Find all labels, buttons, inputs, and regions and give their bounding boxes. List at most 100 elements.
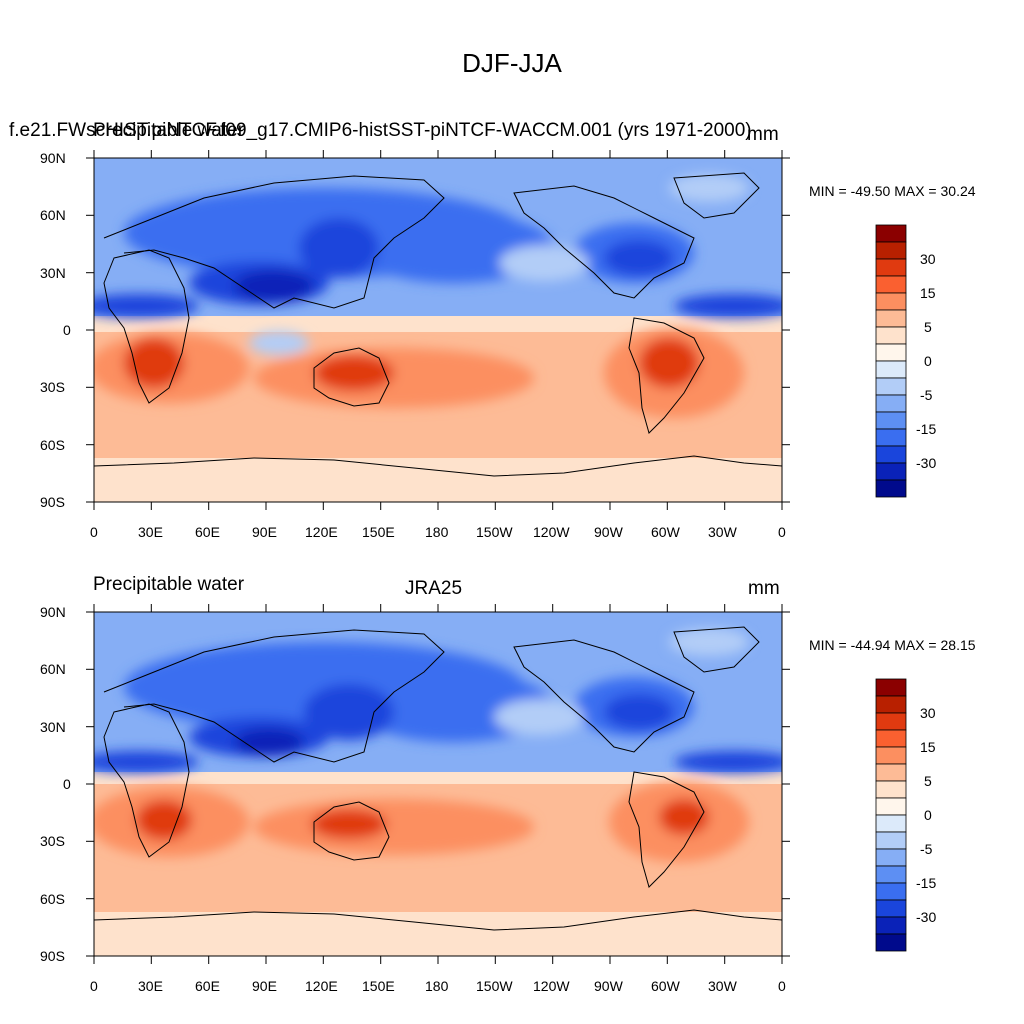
indonesia-neg-light: [249, 331, 309, 355]
colorbar-swatch: [875, 258, 907, 277]
p2-lon-label: 60E: [195, 978, 220, 994]
p2-lon-label: 0: [90, 978, 98, 994]
colorbar-swatch: [875, 309, 907, 328]
p1-cbar-label: -15: [916, 421, 937, 437]
p1-lat-label: 60S: [40, 437, 65, 453]
p1-lon-label: 120E: [305, 524, 338, 540]
p1-lon-label: 30E: [138, 524, 163, 540]
p1-lon-label: 0: [778, 524, 786, 540]
polar-south-field: [94, 912, 782, 956]
p1-lat-label: 90S: [40, 494, 65, 510]
colorbar-swatch: [875, 695, 907, 714]
panel1-units: mm: [747, 124, 779, 145]
coast-antarctica: [94, 909, 782, 931]
p2-lat-label: 90S: [40, 948, 65, 964]
p1-lon-label: 0: [90, 524, 98, 540]
colorbar-swatch: [875, 394, 907, 413]
pacific-neg-light: [494, 699, 584, 735]
polar-south-field: [94, 458, 782, 502]
greenland-neg-light: [669, 174, 749, 202]
coast-australia: [313, 801, 390, 861]
colorbar-swatch: [875, 712, 907, 731]
colorbar-swatch: [875, 848, 907, 867]
p1-lon-label: 90E: [252, 524, 277, 540]
p2-lon-label: 150E: [362, 978, 395, 994]
p2-cbar-label: -5: [920, 841, 933, 857]
p2-lat-label: 60S: [40, 891, 65, 907]
p2-lon-label: 30W: [708, 978, 737, 994]
tibet-neg-strong: [234, 728, 304, 756]
p2-lon-label: 60W: [651, 978, 680, 994]
greenland-neg-light: [669, 628, 749, 656]
p1-cbar-label: 30: [920, 251, 936, 267]
colorbar-swatch: [875, 411, 907, 430]
africa-pos-strong: [136, 800, 192, 840]
colorbar-swatch: [875, 882, 907, 901]
coast-africa: [103, 703, 190, 858]
colorbar-swatch: [875, 797, 907, 816]
colorbar-swatch: [875, 814, 907, 833]
australia-pos-mid: [254, 799, 534, 855]
p2-lat-label: 60N: [40, 661, 66, 677]
p2-lat-label: 90N: [40, 604, 66, 620]
coast-australia: [313, 347, 390, 407]
coast-eurasia: [103, 175, 445, 309]
panel1-overlap-title: Precipitable water: [93, 120, 245, 141]
colorbar-swatch: [875, 865, 907, 884]
coast-greenland: [673, 172, 760, 219]
p2-lon-label: 0: [778, 978, 786, 994]
eastasia-neg-strong: [299, 218, 379, 278]
colorbar-swatch: [875, 462, 907, 481]
p2-cbar-label: -15: [916, 875, 937, 891]
p2-lon-label: 30E: [138, 978, 163, 994]
p2-lat-label: 0: [63, 776, 71, 792]
colorbar-swatch: [875, 292, 907, 311]
america-neg-strong: [604, 240, 674, 276]
p1-lat-label: 30S: [40, 379, 65, 395]
p1-cbar-label: 0: [924, 353, 932, 369]
africa-pos-strong: [124, 338, 184, 388]
figure-title: DJF-JJA: [462, 48, 562, 78]
p1-lat-label: 0: [63, 322, 71, 338]
p2-lon-label: 120W: [533, 978, 570, 994]
p1-lon-label: 150E: [362, 524, 395, 540]
p1-cbar-label: 15: [920, 285, 936, 301]
panel1-colorbar: [875, 224, 907, 498]
p2-cbar-label: 5: [924, 773, 932, 789]
colorbar-swatch: [875, 899, 907, 918]
coast-n-america: [513, 185, 695, 299]
panel1-map: [86, 150, 790, 510]
atlantic-neg-strong: [674, 294, 782, 318]
panel2-center-title: JRA25: [405, 578, 463, 599]
colorbar-swatch: [875, 763, 907, 782]
panel2-left-title: Precipitable water: [93, 574, 245, 595]
coast-greenland: [673, 626, 760, 673]
colorbar-swatch: [875, 479, 907, 498]
colorbar-swatch: [875, 343, 907, 362]
colorbar-swatch: [875, 729, 907, 748]
panel2-units: mm: [748, 578, 780, 599]
colorbar-swatch: [875, 377, 907, 396]
p2-lat-label: 30N: [40, 719, 66, 735]
australia-pos-strong: [311, 809, 387, 839]
p2-lon-label: 180: [425, 978, 449, 994]
coast-antarctica: [94, 455, 782, 477]
panel1-stats: MIN = -49.50 MAX = 30.24: [809, 183, 976, 199]
p1-lon-label: 60E: [195, 524, 220, 540]
colorbar-swatch: [875, 933, 907, 952]
p1-lat-label: 30N: [40, 265, 66, 281]
colorbar-swatch: [875, 241, 907, 260]
africa-n-neg: [94, 294, 199, 318]
colorbar-swatch: [875, 916, 907, 935]
p2-cbar-label: 15: [920, 739, 936, 755]
colorbar-swatch: [875, 780, 907, 799]
colorbar-swatch: [875, 428, 907, 447]
p2-lon-label: 90W: [594, 978, 623, 994]
colorbar-swatch: [875, 326, 907, 345]
coast-africa: [103, 249, 190, 404]
p1-lon-label: 60W: [651, 524, 680, 540]
p1-cbar-label: -5: [920, 387, 933, 403]
p1-lon-label: 150W: [476, 524, 513, 540]
p1-lat-label: 60N: [40, 207, 66, 223]
panel2-colorbar: [875, 678, 907, 952]
